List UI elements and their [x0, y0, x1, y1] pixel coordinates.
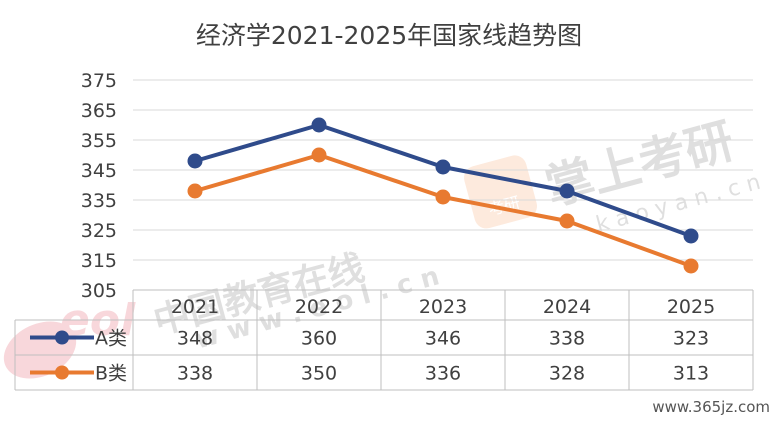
x-tick-label: 2021	[171, 296, 219, 318]
y-tick-label: 365	[81, 100, 117, 122]
series-layer	[187, 117, 699, 274]
y-tick-label: 325	[81, 220, 117, 242]
x-tick-label: 2024	[543, 296, 591, 318]
table-value: 346	[425, 328, 461, 350]
x-tick-label: 2023	[419, 296, 467, 318]
data-point	[435, 189, 451, 205]
data-point	[187, 153, 203, 169]
y-tick-label: 345	[81, 160, 117, 182]
table-value: 338	[549, 328, 585, 350]
data-point	[559, 183, 575, 199]
y-tick-label: 315	[81, 250, 117, 272]
table-value: 348	[177, 328, 213, 350]
kaoyan-badge-shape	[464, 155, 538, 229]
y-tick-label: 305	[81, 280, 117, 302]
legend-entry: B类	[30, 363, 127, 385]
x-tick-label: 2022	[295, 296, 343, 318]
legend-label: A类	[95, 328, 127, 350]
y-tick-label: 335	[81, 190, 117, 212]
legend-entry: A类	[30, 328, 127, 350]
data-table: 2021 2022 2023 2024 2025 A类 348 360 346 338 323 B类 3…	[14, 289, 754, 391]
y-axis: 375 365 355 345 335 325 315 305	[81, 70, 117, 302]
data-point	[187, 183, 203, 199]
data-point	[435, 159, 451, 175]
site-watermark: www.365jz.com	[652, 398, 770, 416]
data-point	[311, 117, 327, 133]
y-tick-label: 355	[81, 130, 117, 152]
table-value: 328	[549, 363, 585, 385]
table-value: 336	[425, 363, 461, 385]
table-value: 313	[673, 363, 709, 385]
legend-label: B类	[95, 363, 127, 385]
kaoyan-badge: 考研	[464, 155, 538, 229]
data-point	[311, 147, 327, 163]
y-tick-label: 375	[81, 70, 117, 92]
data-point	[683, 258, 699, 274]
x-tick-label: 2025	[667, 296, 715, 318]
chart-title: 经济学2021-2025年国家线趋势图	[196, 21, 582, 50]
series	[187, 147, 699, 274]
legend-marker	[55, 365, 69, 380]
table-value: 338	[177, 363, 213, 385]
table-value: 360	[301, 328, 337, 350]
data-point	[559, 213, 575, 229]
data-point	[683, 228, 699, 244]
table-value: 323	[673, 328, 709, 350]
series	[187, 117, 699, 244]
legend-marker	[55, 330, 69, 345]
table-value: 350	[301, 363, 337, 385]
